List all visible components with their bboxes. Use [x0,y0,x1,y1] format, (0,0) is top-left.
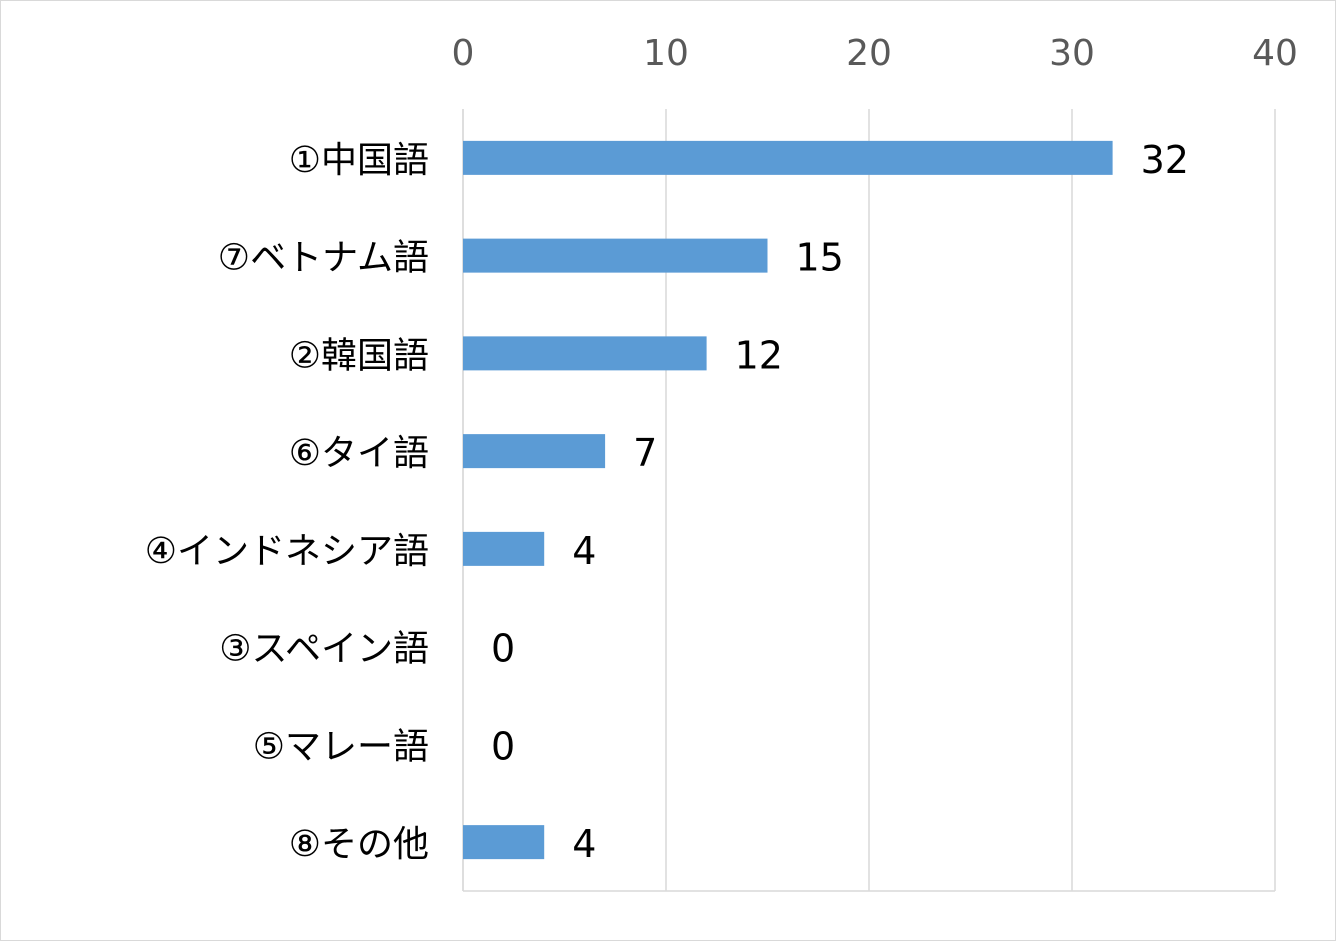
bar [463,531,545,566]
gridlines [462,109,1276,892]
category-labels: ①中国語 ⑦ベトナム語 ②韓国語 ⑥タイ語 ④インドネシア語 ③スペイン語 ⑤マレー語 ⑧その… [145,140,429,865]
category-label: ⑤マレー語 [253,726,429,767]
data-label: 7 [633,431,657,475]
category-label: ⑧その他 [289,824,429,865]
data-label: 15 [796,236,844,280]
category-label: ③スペイン語 [219,629,429,670]
x-tick-label: 20 [846,33,892,74]
x-tick-label: 40 [1252,33,1298,74]
data-label: 0 [491,627,515,671]
category-label: ①中国語 [289,140,429,181]
category-label: ②韓国語 [289,335,429,376]
x-tick-label: 30 [1049,33,1095,74]
category-label: ⑦ベトナム語 [218,238,429,279]
bar [463,336,707,371]
bar [463,140,1113,175]
data-label: 12 [735,333,783,377]
data-label: 32 [1141,138,1189,182]
bar [463,825,545,860]
bars [463,140,1113,860]
x-tick-label: 10 [643,33,689,74]
data-label: 4 [572,822,596,866]
bar [463,238,768,273]
bar [463,434,606,469]
x-axis-ticks: 0 10 20 30 40 [452,33,1298,74]
data-labels: 32 15 12 7 4 0 0 4 [491,138,1189,866]
category-label: ⑥タイ語 [289,433,429,474]
data-label: 4 [572,529,596,573]
x-tick-label: 0 [452,33,475,74]
category-label: ④インドネシア語 [145,531,429,572]
data-label: 0 [491,724,515,768]
